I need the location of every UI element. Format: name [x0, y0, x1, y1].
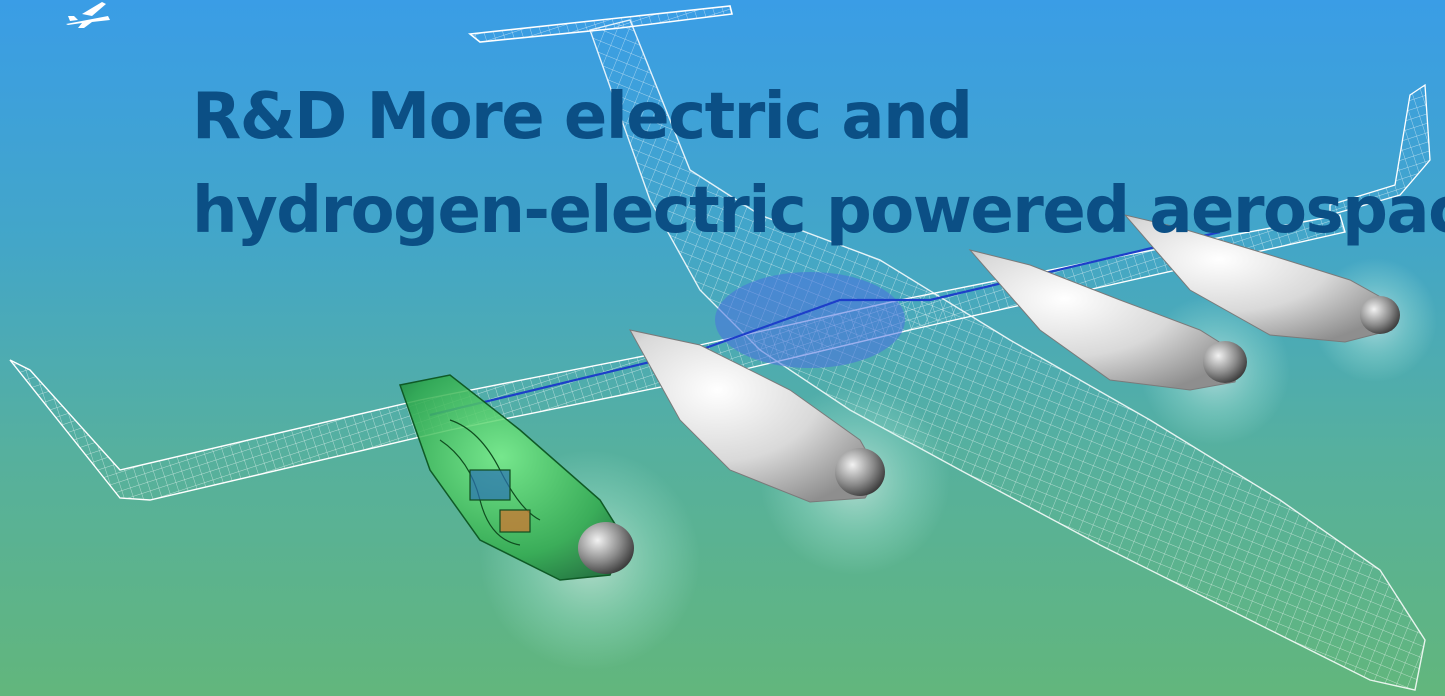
nacelle-spinner [578, 522, 634, 574]
wingtip-right-wireframe [1329, 83, 1431, 216]
hydrogen-tank [715, 272, 905, 368]
fuel-cell-components [439, 419, 541, 546]
title-line-1: R&D More electric and [192, 80, 973, 154]
nacelle-spinner [1360, 296, 1400, 334]
nacelle-spinner [1203, 341, 1247, 383]
tail-fin-wireframe [467, 5, 733, 43]
title-line-2: hydrogen-electric powered aerospac [192, 174, 1445, 248]
nacelle-spinner [835, 448, 885, 496]
airplane-icon [66, 2, 110, 28]
page-title: R&D More electric and hydrogen-electric … [192, 70, 1445, 258]
